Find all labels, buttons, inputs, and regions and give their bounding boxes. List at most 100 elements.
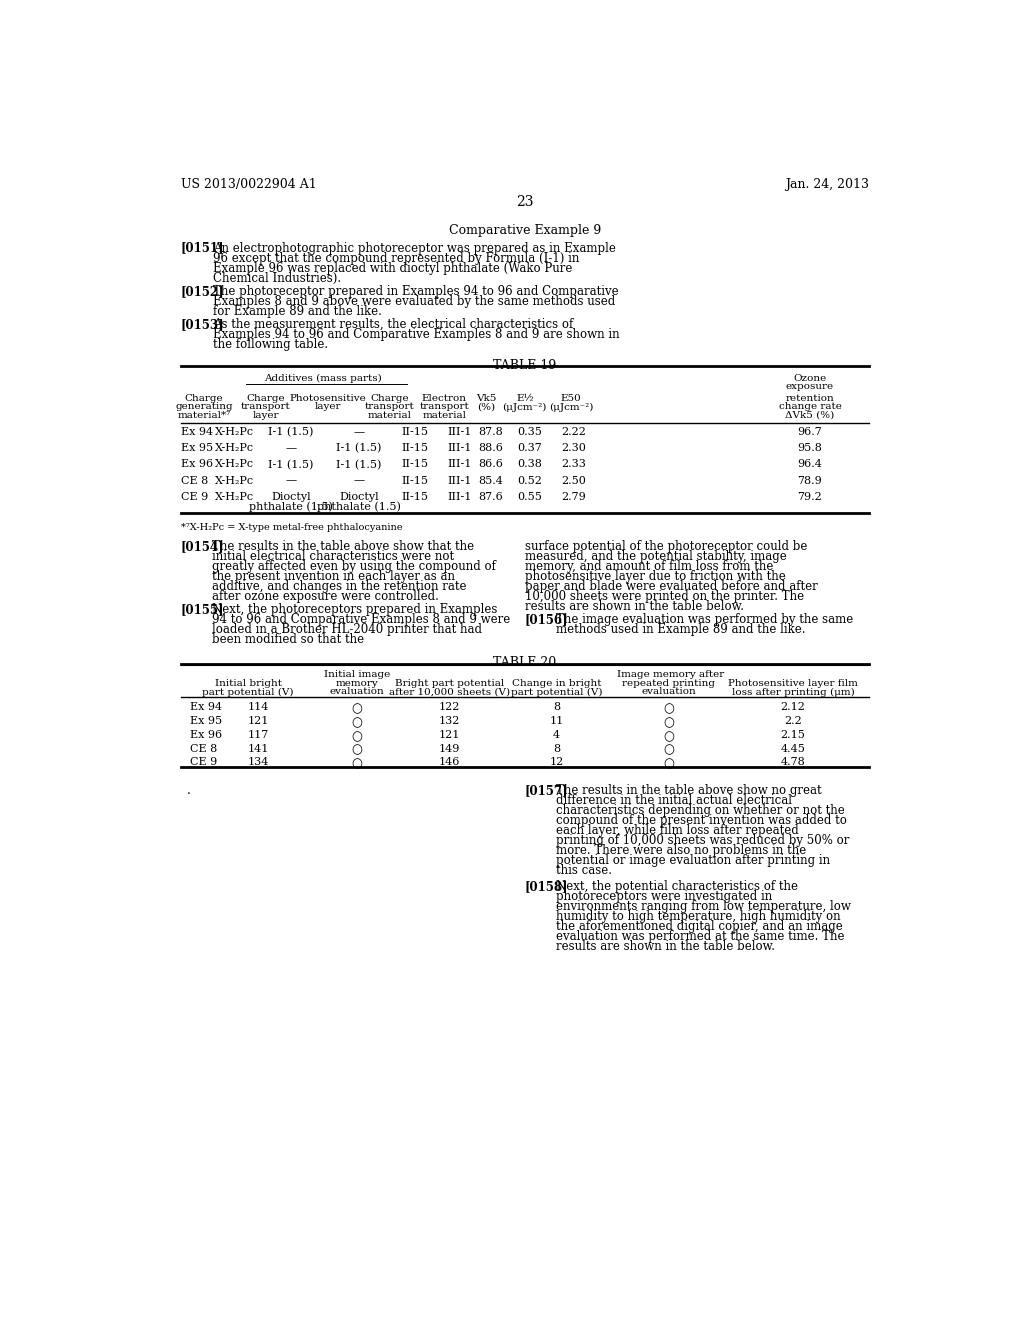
Text: *⁷X-H₂Pc = X-type metal-free phthalocyanine: *⁷X-H₂Pc = X-type metal-free phthalocyan… (180, 524, 402, 532)
Text: Next, the potential characteristics of the: Next, the potential characteristics of t… (556, 880, 798, 892)
Text: ΔVk5 (%): ΔVk5 (%) (785, 411, 835, 420)
Text: Photosensitive: Photosensitive (290, 395, 367, 403)
Text: Ex 95: Ex 95 (180, 444, 213, 453)
Text: 79.2: 79.2 (798, 492, 822, 502)
Text: Bright part potential: Bright part potential (395, 678, 504, 688)
Text: 78.9: 78.9 (798, 475, 822, 486)
Text: X-H₂Pc: X-H₂Pc (215, 492, 255, 502)
Text: paper and blade were evaluated before and after: paper and blade were evaluated before an… (524, 581, 817, 594)
Text: ○: ○ (351, 702, 362, 715)
Text: Dioctyl: Dioctyl (339, 492, 379, 502)
Text: 2.12: 2.12 (780, 702, 806, 711)
Text: ○: ○ (351, 758, 362, 771)
Text: III-1: III-1 (447, 444, 472, 453)
Text: memory, and amount of film loss from the: memory, and amount of film loss from the (524, 561, 773, 573)
Text: phthalate (1.5): phthalate (1.5) (317, 502, 400, 512)
Text: part potential (V): part potential (V) (203, 688, 294, 697)
Text: 23: 23 (516, 195, 534, 210)
Text: 95.8: 95.8 (798, 444, 822, 453)
Text: E50: E50 (561, 395, 582, 403)
Text: generating: generating (175, 403, 232, 412)
Text: Ex 95: Ex 95 (190, 715, 222, 726)
Text: 146: 146 (439, 758, 461, 767)
Text: Photosensitive layer film: Photosensitive layer film (728, 678, 858, 688)
Text: more. There were also no problems in the: more. There were also no problems in the (556, 843, 806, 857)
Text: 117: 117 (248, 730, 269, 739)
Text: Examples 94 to 96 and Comparative Examples 8 and 9 are shown in: Examples 94 to 96 and Comparative Exampl… (213, 327, 620, 341)
Text: environments ranging from low temperature, low: environments ranging from low temperatur… (556, 900, 851, 913)
Text: The results in the table above show that the: The results in the table above show that… (212, 540, 474, 553)
Text: potential or image evaluation after printing in: potential or image evaluation after prin… (556, 854, 829, 867)
Text: 96.7: 96.7 (798, 428, 822, 437)
Text: photosensitive layer due to friction with the: photosensitive layer due to friction wit… (524, 570, 785, 583)
Text: US 2013/0022904 A1: US 2013/0022904 A1 (180, 178, 316, 190)
Text: 2.22: 2.22 (561, 428, 586, 437)
Text: ○: ○ (351, 715, 362, 729)
Text: material: material (368, 411, 412, 420)
Text: —: — (286, 475, 296, 486)
Text: Ozone: Ozone (794, 374, 826, 383)
Text: X-H₂Pc: X-H₂Pc (215, 475, 255, 486)
Text: [0155]: [0155] (180, 603, 224, 616)
Text: 2.2: 2.2 (784, 715, 802, 726)
Text: I-1 (1.5): I-1 (1.5) (336, 444, 382, 454)
Text: transport: transport (419, 403, 469, 412)
Text: 0.38: 0.38 (517, 459, 542, 470)
Text: (μJcm⁻²): (μJcm⁻²) (503, 403, 547, 412)
Text: Initial bright: Initial bright (215, 678, 282, 688)
Text: been modified so that the: been modified so that the (212, 634, 364, 647)
Text: CE 8: CE 8 (180, 475, 208, 486)
Text: evaluation was performed at the same time. The: evaluation was performed at the same tim… (556, 929, 845, 942)
Text: —: — (286, 444, 296, 453)
Text: Ex 94: Ex 94 (180, 428, 213, 437)
Text: transport: transport (241, 403, 291, 412)
Text: photoreceptors were investigated in: photoreceptors were investigated in (556, 890, 772, 903)
Text: Ex 96: Ex 96 (190, 730, 222, 739)
Text: III-1: III-1 (447, 475, 472, 486)
Text: loaded in a Brother HL-2040 printer that had: loaded in a Brother HL-2040 printer that… (212, 623, 481, 636)
Text: 121: 121 (248, 715, 269, 726)
Text: Charge: Charge (371, 395, 410, 403)
Text: Examples 8 and 9 above were evaluated by the same methods used: Examples 8 and 9 above were evaluated by… (213, 294, 615, 308)
Text: 94 to 96 and Comparative Examples 8 and 9 were: 94 to 96 and Comparative Examples 8 and … (212, 614, 510, 627)
Text: 134: 134 (248, 758, 269, 767)
Text: TABLE 20: TABLE 20 (494, 656, 556, 669)
Text: 87.8: 87.8 (478, 428, 503, 437)
Text: [0152]: [0152] (180, 285, 224, 298)
Text: characteristics depending on whether or not the: characteristics depending on whether or … (556, 804, 845, 817)
Text: 114: 114 (248, 702, 269, 711)
Text: Chemical Industries).: Chemical Industries). (213, 272, 341, 285)
Text: I-1 (1.5): I-1 (1.5) (336, 459, 382, 470)
Text: ○: ○ (664, 715, 675, 729)
Text: 4: 4 (553, 730, 560, 739)
Text: TABLE 19: TABLE 19 (494, 359, 556, 372)
Text: 12: 12 (550, 758, 563, 767)
Text: Change in bright: Change in bright (512, 678, 601, 688)
Text: ○: ○ (664, 758, 675, 771)
Text: ○: ○ (664, 730, 675, 743)
Text: 86.6: 86.6 (478, 459, 503, 470)
Text: 10,000 sheets were printed on the printer. The: 10,000 sheets were printed on the printe… (524, 590, 804, 603)
Text: —: — (353, 428, 365, 437)
Text: 149: 149 (439, 743, 461, 754)
Text: methods used in Example 89 and the like.: methods used in Example 89 and the like. (556, 623, 805, 636)
Text: I-1 (1.5): I-1 (1.5) (268, 459, 313, 470)
Text: 8: 8 (553, 702, 560, 711)
Text: material: material (422, 411, 466, 420)
Text: Ex 94: Ex 94 (190, 702, 222, 711)
Text: Jan. 24, 2013: Jan. 24, 2013 (785, 178, 869, 190)
Text: 4.78: 4.78 (780, 758, 805, 767)
Text: printing of 10,000 sheets was reduced by 50% or: printing of 10,000 sheets was reduced by… (556, 834, 849, 846)
Text: Dioctyl: Dioctyl (271, 492, 310, 502)
Text: ○: ○ (664, 702, 675, 715)
Text: 2.15: 2.15 (780, 730, 806, 739)
Text: X-H₂Pc: X-H₂Pc (215, 428, 255, 437)
Text: phthalate (1.5): phthalate (1.5) (249, 502, 333, 512)
Text: The photoreceptor prepared in Examples 94 to 96 and Comparative: The photoreceptor prepared in Examples 9… (213, 285, 618, 298)
Text: Additives (mass parts): Additives (mass parts) (264, 374, 382, 383)
Text: evaluation: evaluation (330, 688, 384, 697)
Text: III-1: III-1 (447, 459, 472, 470)
Text: the following table.: the following table. (213, 338, 329, 351)
Text: 132: 132 (439, 715, 461, 726)
Text: each layer, while film loss after repeated: each layer, while film loss after repeat… (556, 824, 799, 837)
